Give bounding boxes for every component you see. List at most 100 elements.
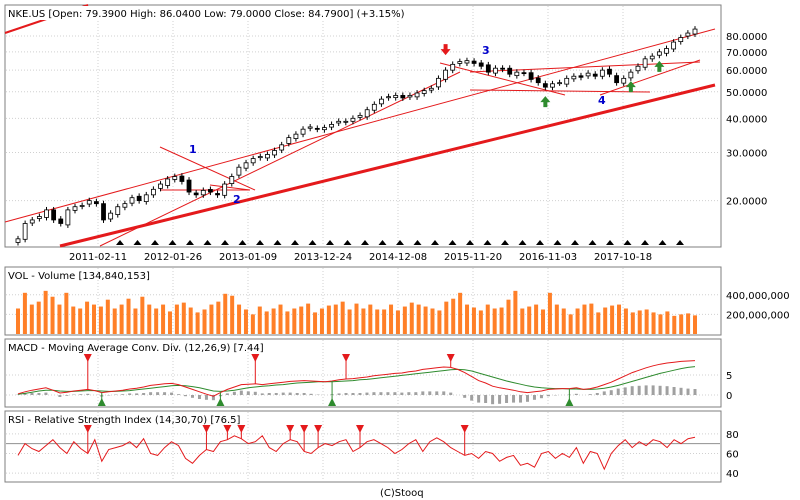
- candle: [243, 162, 249, 169]
- volume-bar: [658, 314, 663, 334]
- volume-bar: [243, 309, 248, 334]
- candle: [93, 201, 99, 205]
- period-marker: [553, 240, 562, 245]
- buy-arrow: [625, 81, 636, 93]
- macd-histogram-bar: [519, 395, 523, 403]
- volume-bar: [326, 305, 331, 334]
- volume-bar: [50, 296, 55, 334]
- candle: [664, 48, 669, 54]
- candle: [336, 120, 342, 124]
- candle: [614, 75, 620, 84]
- macd-histogram-bar: [651, 385, 655, 395]
- date-tick-label: 2013-12-24: [294, 252, 352, 263]
- period-marker: [518, 240, 527, 245]
- candle: [186, 179, 192, 193]
- macd-histogram-bar: [30, 393, 34, 395]
- volume-bar: [43, 290, 48, 334]
- volume-bar: [596, 312, 601, 334]
- volume-bar: [361, 308, 366, 334]
- candle: [257, 156, 263, 159]
- trend-line: [439, 62, 566, 96]
- candle: [379, 98, 384, 105]
- macd-sell-marker: [251, 354, 260, 362]
- macd-histogram-bar: [295, 393, 299, 395]
- macd-histogram-bar: [156, 392, 160, 395]
- macd-histogram-bar: [260, 393, 264, 395]
- period-marker: [308, 240, 317, 245]
- volume-bar: [458, 292, 463, 334]
- volume-bar: [22, 292, 27, 334]
- macd-histogram-bar: [302, 393, 306, 395]
- candle: [692, 28, 698, 35]
- macd-histogram-bar: [184, 395, 188, 397]
- macd-histogram-bar: [344, 393, 348, 395]
- trend-line: [209, 184, 251, 191]
- volume-bar: [230, 295, 235, 334]
- candle: [329, 124, 334, 128]
- buy-arrow: [540, 96, 551, 108]
- volume-bar: [299, 306, 304, 334]
- candle: [122, 203, 128, 208]
- macd-histogram-bar: [65, 395, 69, 396]
- candle: [36, 216, 42, 219]
- candle: [300, 128, 306, 135]
- volume-panel-title: VOL - Volume [134,840,153]: [8, 271, 150, 282]
- macd-histogram-bar: [128, 393, 132, 395]
- candle: [450, 63, 456, 71]
- candle: [44, 209, 49, 218]
- candle: [15, 238, 21, 243]
- volume-bar: [167, 311, 172, 334]
- macd-buy-marker: [216, 398, 225, 406]
- volume-bar: [333, 304, 338, 334]
- candle: [436, 77, 441, 88]
- candle: [507, 67, 513, 75]
- macd-histogram-bar: [386, 392, 390, 395]
- volume-bar: [527, 306, 532, 334]
- volume-bar: [610, 305, 615, 334]
- candle: [464, 60, 470, 64]
- macd-histogram-bar: [435, 391, 439, 395]
- candle: [129, 197, 135, 204]
- volume-bar: [547, 292, 552, 334]
- candle: [407, 95, 413, 98]
- macd-buy-marker: [565, 398, 574, 406]
- candle: [535, 77, 541, 84]
- volume-bar: [492, 308, 497, 334]
- macd-histogram-bar: [197, 395, 201, 399]
- macd-histogram-bar: [58, 395, 62, 397]
- macd-histogram-bar: [546, 395, 550, 397]
- volume-bar: [534, 304, 539, 334]
- candle: [286, 137, 292, 144]
- volume-bar: [257, 306, 262, 334]
- macd-histogram-bar: [246, 391, 250, 395]
- macd-histogram-bar: [679, 387, 683, 395]
- period-marker: [361, 240, 369, 245]
- macd-histogram-bar: [177, 394, 181, 395]
- price-panel: [4, 4, 722, 248]
- macd-buy-marker: [97, 398, 106, 406]
- macd-histogram-bar: [693, 389, 697, 395]
- candle: [22, 223, 28, 240]
- price-tick-label: 20.0000: [726, 197, 767, 208]
- date-tick-label: 2017-10-18: [594, 252, 652, 263]
- candle: [585, 72, 591, 77]
- macd-panel-title: MACD - Moving Average Conv. Div. (12,26,…: [8, 343, 264, 354]
- macd-histogram-bar: [595, 393, 599, 395]
- macd-tick-label: 0: [726, 391, 732, 402]
- rsi-tick-label: 40: [726, 469, 739, 480]
- macd-histogram-bar: [421, 391, 425, 395]
- period-marker: [571, 240, 579, 245]
- candle: [322, 127, 327, 131]
- macd-sell-marker: [446, 354, 455, 362]
- volume-bar: [319, 308, 324, 334]
- volume-bar: [195, 312, 200, 334]
- volume-bar: [478, 310, 483, 334]
- macd-histogram-bar: [407, 392, 411, 395]
- volume-bar: [506, 299, 511, 334]
- macd-histogram-bar: [149, 392, 153, 395]
- volume-bar: [603, 307, 608, 334]
- macd-histogram-bar: [525, 395, 529, 402]
- trend-line: [469, 89, 651, 93]
- macd-histogram-bar: [23, 393, 27, 395]
- macd-sell-marker: [342, 354, 351, 362]
